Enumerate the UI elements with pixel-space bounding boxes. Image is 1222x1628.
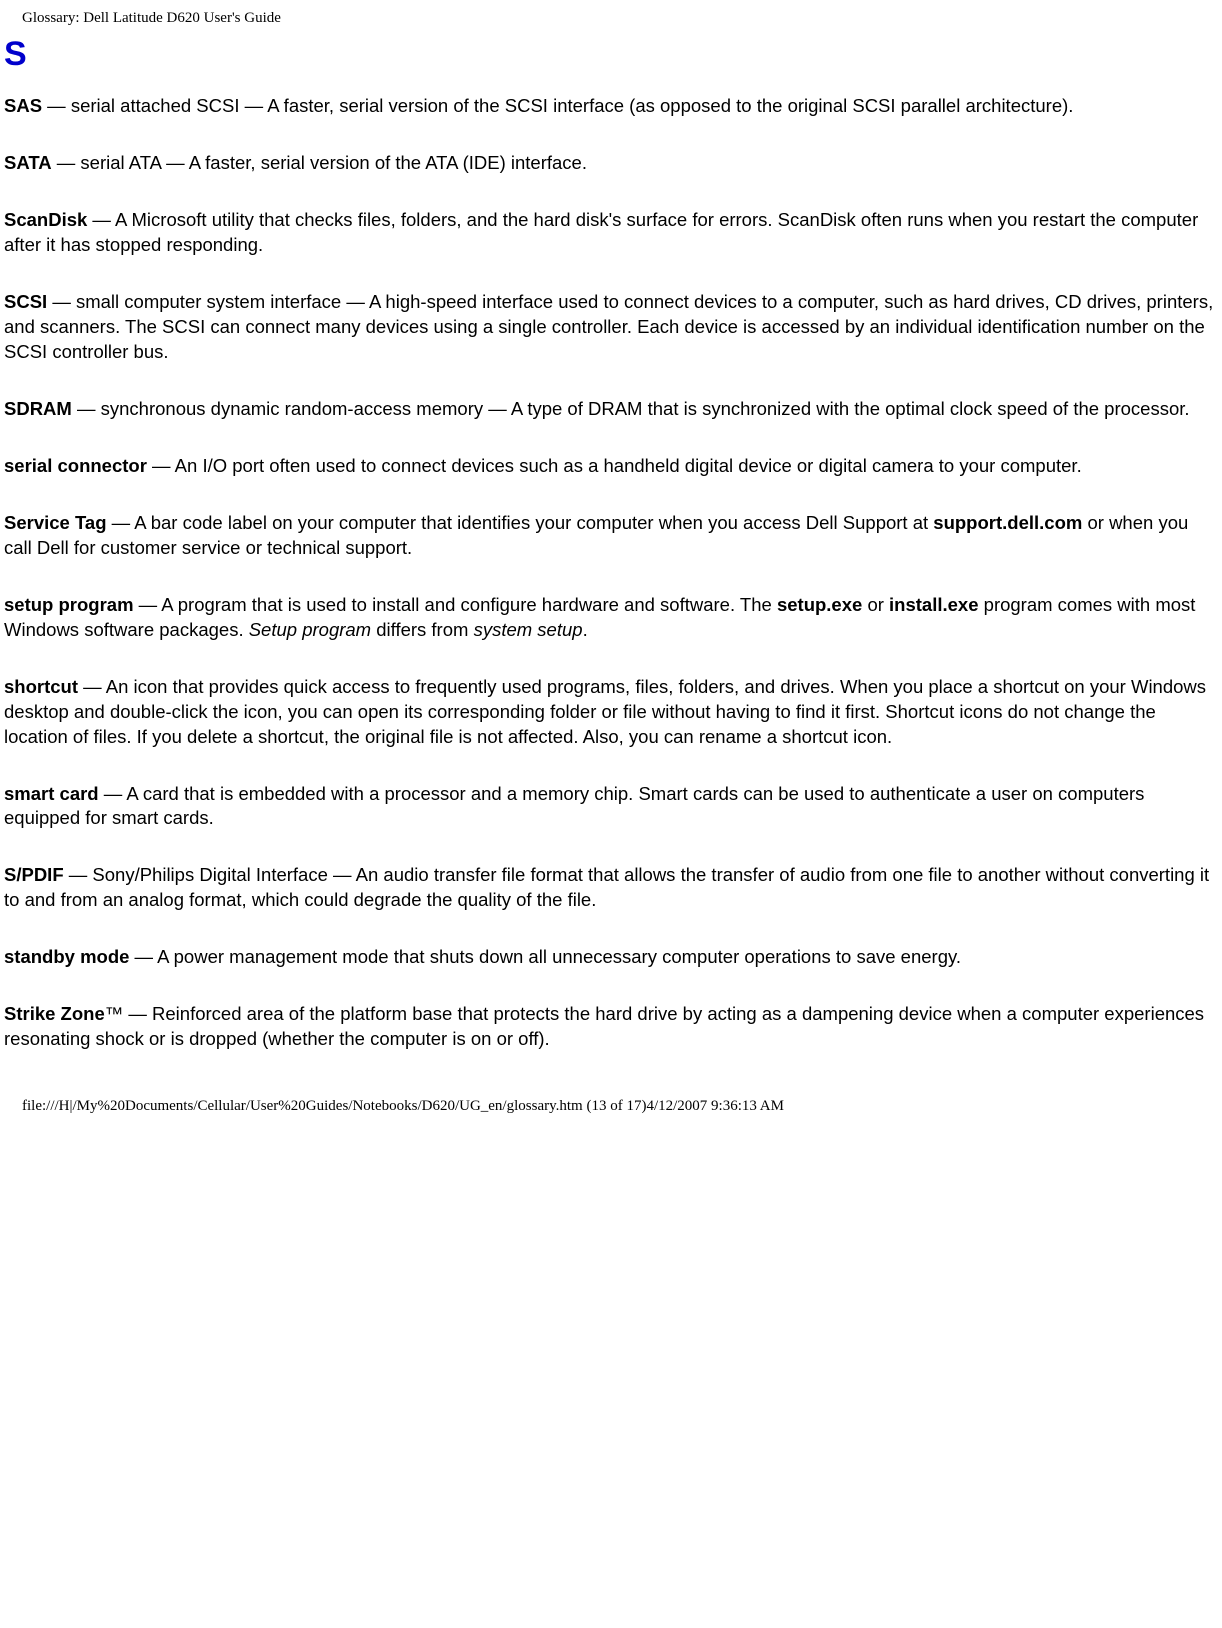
term-sas: SAS [4,95,42,116]
term-shortcut: shortcut [4,676,78,697]
def-scsi: — small computer system interface — A hi… [4,291,1213,362]
entry-service-tag: Service Tag — A bar code label on your c… [4,495,1218,577]
def-smart-card: — A card that is embedded with a process… [4,783,1144,829]
def-sas: — serial attached SCSI — A faster, seria… [42,95,1073,116]
def-sata: — serial ATA — A faster, serial version … [52,152,587,173]
term-sata: SATA [4,152,52,173]
term-scandisk: ScanDisk [4,209,87,230]
page: Glossary: Dell Latitude D620 User's Guid… [0,0,1222,1135]
section-letter: S [4,27,1218,78]
bold-install-exe: install.exe [889,594,978,615]
term-scsi: SCSI [4,291,47,312]
entry-serial-connector: serial connector — An I/O port often use… [4,438,1218,495]
def-setup-4: differs from [371,619,473,640]
bold-support-url: support.dell.com [933,512,1082,533]
entry-strike-zone: Strike Zone™ — Reinforced area of the pl… [4,986,1218,1068]
term-setup-program: setup program [4,594,134,615]
entry-sdram: SDRAM — synchronous dynamic random-acces… [4,381,1218,438]
entry-spdif: S/PDIF — Sony/Philips Digital Interface … [4,847,1218,929]
term-spdif: S/PDIF [4,864,64,885]
term-service-tag: Service Tag [4,512,107,533]
entry-shortcut: shortcut — An icon that provides quick a… [4,659,1218,766]
ital-setup-program: Setup program [249,619,371,640]
page-footer-path: file:///H|/My%20Documents/Cellular/User%… [4,1068,1218,1115]
def-setup-5: . [583,619,588,640]
entry-sata: SATA — serial ATA — A faster, serial ver… [4,135,1218,192]
term-smart-card: smart card [4,783,99,804]
bold-setup-exe: setup.exe [777,594,862,615]
entry-standby-mode: standby mode — A power management mode t… [4,929,1218,986]
entry-scandisk: ScanDisk — A Microsoft utility that chec… [4,192,1218,274]
def-strike-zone: — Reinforced area of the platform base t… [4,1003,1204,1049]
def-serial-connector: — An I/O port often used to connect devi… [147,455,1082,476]
def-scandisk: — A Microsoft utility that checks files,… [4,209,1198,255]
entry-setup-program: setup program — A program that is used t… [4,577,1218,659]
entry-scsi: SCSI — small computer system interface —… [4,274,1218,381]
term-standby-mode: standby mode [4,946,129,967]
page-header-title: Glossary: Dell Latitude D620 User's Guid… [4,4,1218,27]
entry-smart-card: smart card — A card that is embedded wit… [4,766,1218,848]
def-setup-1: — A program that is used to install and … [134,594,777,615]
term-serial-connector: serial connector [4,455,147,476]
term-strike-zone: Strike Zone [4,1003,105,1024]
def-sdram: — synchronous dynamic random-access memo… [72,398,1190,419]
ital-system-setup: system setup [474,619,583,640]
def-spdif: — Sony/Philips Digital Interface — An au… [4,864,1209,910]
tm-symbol: ™ [105,1003,124,1024]
def-setup-2: or [862,594,889,615]
def-shortcut: — An icon that provides quick access to … [4,676,1206,747]
term-sdram: SDRAM [4,398,72,419]
entry-sas: SAS — serial attached SCSI — A faster, s… [4,78,1218,135]
def-service-tag-1: — A bar code label on your computer that… [107,512,934,533]
def-standby-mode: — A power management mode that shuts dow… [129,946,961,967]
